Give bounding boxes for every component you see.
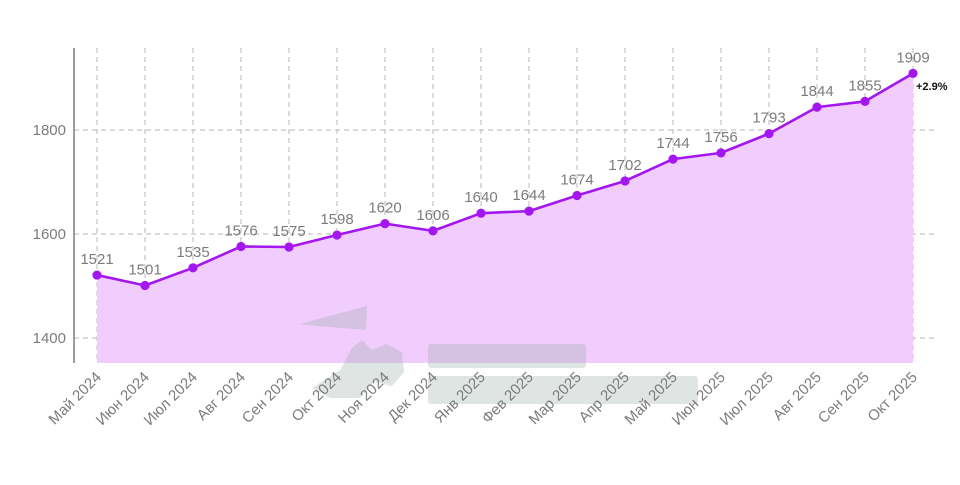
points-layer — [92, 68, 918, 291]
data-point — [140, 280, 150, 291]
data-label: 1744 — [656, 135, 689, 152]
data-point — [332, 230, 342, 240]
x-tick-label: Сен 2024 — [239, 369, 297, 427]
data-point — [188, 263, 198, 273]
y-tick-label: 1800 — [33, 122, 66, 139]
x-tick-label: Окт 2025 — [864, 369, 920, 425]
watermark-roof-shape — [300, 306, 367, 330]
data-point — [716, 148, 726, 158]
data-label: 1576 — [224, 222, 257, 239]
data-label: 1909 — [896, 49, 929, 66]
data-label: 1674 — [560, 172, 593, 189]
data-point — [476, 208, 486, 218]
data-point — [908, 68, 918, 78]
y-axis: 1400 1600 1800 — [33, 48, 75, 363]
data-label: 1644 — [512, 187, 545, 204]
data-point — [428, 226, 438, 236]
data-point — [812, 102, 822, 112]
x-tick-label: Сен 2025 — [815, 369, 873, 427]
y-tick-label: 1600 — [33, 226, 66, 243]
data-point — [524, 206, 534, 216]
series-line — [96, 72, 914, 287]
data-point — [236, 241, 246, 252]
data-point — [380, 219, 390, 229]
change-annotation: +2.9% — [916, 81, 948, 93]
data-point — [668, 154, 678, 164]
data-label: 1855 — [848, 77, 881, 94]
data-label: 1640 — [464, 189, 497, 206]
data-label: 1793 — [752, 110, 785, 127]
y-tick-label: 1400 — [33, 330, 66, 347]
watermark-logo — [300, 306, 698, 404]
data-point — [860, 96, 870, 106]
data-label: 1620 — [368, 200, 401, 217]
data-label: 1501 — [128, 261, 161, 278]
data-label: 1598 — [320, 211, 353, 228]
series-area — [97, 73, 913, 363]
area-layer — [97, 73, 913, 363]
data-point — [620, 176, 630, 186]
data-label: 1844 — [800, 83, 833, 100]
watermark-dino-shape — [312, 340, 404, 398]
data-label: 1702 — [608, 157, 641, 174]
data-point — [572, 190, 582, 201]
data-label: 1521 — [80, 251, 113, 268]
data-point — [284, 242, 294, 252]
watermark-text-block-2 — [428, 376, 698, 404]
data-label: 1575 — [272, 223, 305, 240]
data-point — [92, 270, 102, 280]
data-point — [764, 129, 774, 139]
data-label: 1606 — [416, 207, 449, 224]
watermark-text-block-1 — [428, 344, 586, 368]
data-label: 1535 — [176, 244, 209, 261]
data-label: 1756 — [704, 129, 737, 146]
line-layer — [96, 72, 914, 287]
labels-layer: 1521 1501 1535 1576 1575 1598 1620 1606 1640 1644… — [80, 49, 929, 278]
